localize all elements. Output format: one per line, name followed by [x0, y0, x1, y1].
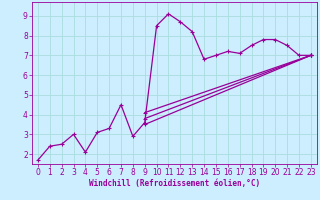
X-axis label: Windchill (Refroidissement éolien,°C): Windchill (Refroidissement éolien,°C)	[89, 179, 260, 188]
